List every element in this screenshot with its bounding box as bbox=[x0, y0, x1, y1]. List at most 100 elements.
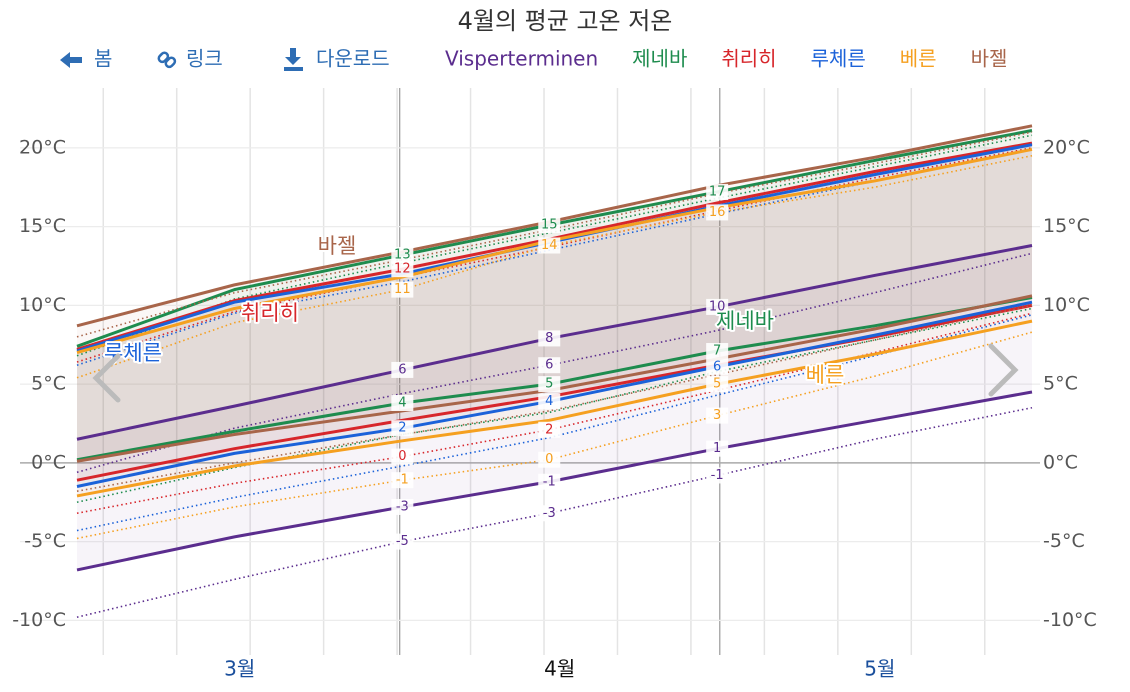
y-tick-label-right: -5°C bbox=[1043, 530, 1085, 552]
label-bg bbox=[706, 376, 729, 393]
legend-entry[interactable]: 취리히 bbox=[721, 47, 776, 71]
x-tick-label: 4월 bbox=[544, 657, 575, 681]
plot-area: -10°C -10°C -5°C -5°C 0°C 0°C 5°C 5°C 10°C 10°C 15… bbox=[12, 88, 1097, 681]
y-tick-label-right: 15°C bbox=[1043, 215, 1090, 237]
label-bg bbox=[391, 281, 414, 298]
label-bg bbox=[706, 358, 729, 375]
y-tick-label: 20°C bbox=[19, 136, 66, 158]
prev-arrow[interactable] bbox=[92, 353, 121, 403]
point-label: 0 bbox=[545, 452, 553, 467]
label-bg bbox=[391, 498, 414, 515]
legend-entry[interactable]: Visperterminen bbox=[445, 47, 598, 71]
point-label: 3 bbox=[713, 408, 721, 423]
label-bg bbox=[391, 361, 414, 378]
point-label: 12 bbox=[394, 262, 411, 277]
link-icon[interactable] bbox=[157, 51, 177, 69]
legend-entry[interactable]: 베른 bbox=[900, 47, 937, 71]
legend: Visperterminen 제네바 취리히 루체른 베른 바젤 bbox=[445, 47, 1007, 71]
range-band bbox=[77, 149, 1032, 496]
y-tick-label-right: 5°C bbox=[1043, 373, 1078, 395]
y-tick-label: -10°C bbox=[12, 609, 66, 631]
label-bg bbox=[391, 533, 414, 550]
point-label: 6 bbox=[713, 359, 721, 374]
link-button[interactable]: 링크 bbox=[186, 47, 223, 71]
legend-entry[interactable]: 바젤 bbox=[971, 47, 1008, 71]
point-label: 17 bbox=[709, 184, 726, 199]
label-bg bbox=[538, 357, 561, 374]
y-tick-label: 10°C bbox=[19, 294, 66, 316]
y-tick-label-right: 10°C bbox=[1043, 294, 1090, 316]
legend-entry[interactable]: 루체른 bbox=[811, 47, 866, 71]
label-bg bbox=[706, 440, 729, 457]
label-bg bbox=[706, 343, 729, 360]
chart-title: 4월의 평균 고온 저온 bbox=[458, 7, 673, 35]
point-label: 16 bbox=[709, 205, 726, 220]
point-label: 14 bbox=[541, 238, 558, 253]
point-label: -1 bbox=[543, 474, 556, 489]
toolbar: 봄 링크 다운로드 bbox=[60, 47, 390, 71]
label-bg bbox=[391, 261, 414, 278]
label-bg bbox=[538, 451, 561, 468]
point-label: 2 bbox=[545, 422, 553, 437]
label-bg bbox=[391, 420, 414, 437]
label-bg bbox=[538, 473, 561, 490]
city-annotation: 바젤 bbox=[318, 234, 357, 258]
city-annotation: 루체른 bbox=[104, 341, 162, 365]
x-tick-label: 5월 bbox=[864, 657, 895, 681]
range-band bbox=[77, 144, 1032, 487]
label-bg bbox=[391, 448, 414, 465]
city-annotation: 제네바 bbox=[716, 309, 774, 333]
y-tick-label-right: 0°C bbox=[1043, 451, 1078, 473]
range-band bbox=[77, 130, 1032, 460]
y-tick-label: 5°C bbox=[31, 373, 66, 395]
range-band bbox=[77, 125, 1032, 462]
label-bg bbox=[391, 246, 414, 263]
point-label: 4 bbox=[398, 396, 406, 411]
label-bg bbox=[538, 421, 561, 438]
point-label: -5 bbox=[396, 534, 409, 549]
legend-entry[interactable]: 제네바 bbox=[632, 47, 687, 71]
point-label: 5 bbox=[713, 377, 721, 392]
point-label: 11 bbox=[394, 282, 411, 297]
back-icon[interactable] bbox=[60, 52, 82, 68]
y-tick-label: 15°C bbox=[19, 215, 66, 237]
next-arrow[interactable] bbox=[988, 343, 1019, 397]
label-bg bbox=[391, 395, 414, 411]
feels-line bbox=[76, 131, 1033, 338]
label-bg bbox=[538, 217, 561, 234]
point-label: 6 bbox=[545, 358, 553, 373]
temp-line bbox=[76, 319, 1033, 498]
download-icon[interactable] bbox=[284, 48, 303, 71]
x-tick-label: 3월 bbox=[224, 657, 255, 681]
label-bg bbox=[538, 376, 561, 393]
y-tick-label: -5°C bbox=[24, 530, 66, 552]
feels-line bbox=[76, 252, 1033, 474]
download-button[interactable]: 다운로드 bbox=[316, 47, 390, 71]
point-label: -3 bbox=[543, 506, 556, 521]
label-bg bbox=[706, 467, 729, 484]
y-tick-label-right: 20°C bbox=[1043, 136, 1090, 158]
y-tick-label-right: -10°C bbox=[1043, 609, 1097, 631]
point-label: -1 bbox=[711, 468, 724, 483]
point-label: -1 bbox=[396, 473, 409, 488]
label-bg bbox=[538, 393, 561, 410]
label-bg bbox=[706, 183, 729, 200]
point-label: 15 bbox=[541, 218, 558, 233]
point-label: 13 bbox=[394, 247, 411, 262]
city-annotation: 취리히 bbox=[241, 301, 299, 325]
point-label: 2 bbox=[398, 421, 406, 436]
label-bg bbox=[706, 298, 729, 315]
city-annotation: 베른 bbox=[806, 363, 845, 387]
label-bg bbox=[538, 330, 561, 347]
point-label: 0 bbox=[398, 449, 406, 464]
label-bg bbox=[538, 237, 561, 254]
point-label: 5 bbox=[545, 377, 553, 392]
point-label: 8 bbox=[545, 331, 553, 346]
back-button[interactable]: 봄 bbox=[94, 47, 112, 71]
point-label: 10 bbox=[709, 299, 726, 314]
point-label: -3 bbox=[396, 499, 409, 514]
point-label: 4 bbox=[545, 394, 553, 409]
label-bg bbox=[391, 472, 414, 489]
y-tick-label: 0°C bbox=[31, 451, 66, 473]
